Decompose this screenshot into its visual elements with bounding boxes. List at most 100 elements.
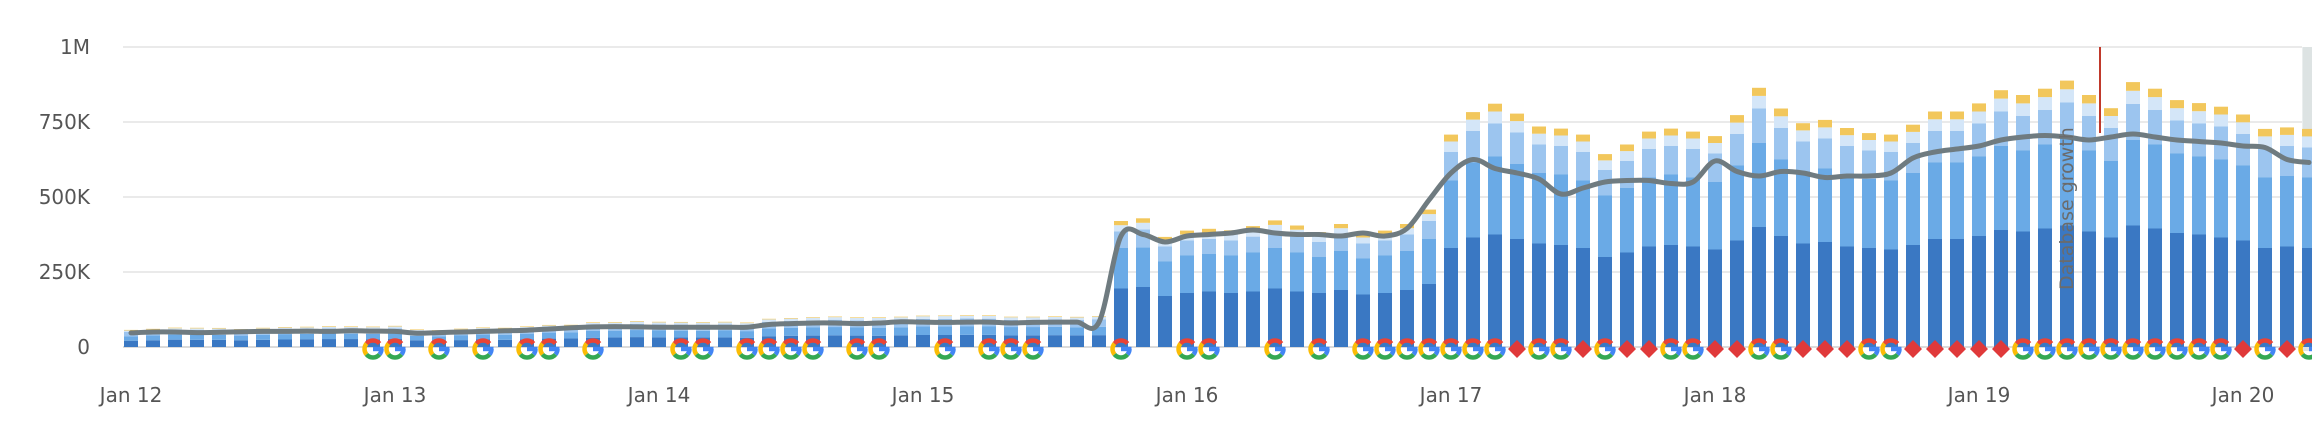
bar-segment [124, 341, 138, 347]
bar-segment [1004, 327, 1018, 335]
bar-segment [960, 326, 974, 335]
bar-segment [2192, 111, 2206, 123]
bar-segment [718, 322, 732, 323]
x-tick-label: Jan 13 [362, 383, 427, 407]
bar-segment [234, 336, 248, 341]
bar-segment [1752, 109, 1766, 144]
bar-segment [2170, 108, 2184, 120]
bar-segment [1664, 146, 1678, 175]
bar-segment [1136, 223, 1150, 230]
bar-segment [1774, 236, 1788, 347]
bar-segment [1136, 247, 1150, 287]
bar-segment [542, 325, 556, 326]
bar-segment [1532, 127, 1546, 134]
bar-segment [872, 318, 886, 321]
bar-segment [2258, 178, 2272, 249]
bar-segment [212, 335, 226, 340]
bar-segment [1510, 114, 1524, 122]
bar-segment [2082, 151, 2096, 232]
bar-segment [916, 335, 930, 347]
bar-segment [960, 316, 974, 319]
bar-segment [1202, 254, 1216, 292]
bar-segment [586, 322, 600, 323]
bar-segment [2280, 176, 2294, 247]
bar-segment [1818, 242, 1832, 347]
bar-segment [1994, 90, 2008, 98]
y-tick-label: 750K [39, 110, 91, 134]
bar-segment [1774, 128, 1788, 160]
bar-segment [1070, 335, 1084, 347]
bar-segment [1290, 236, 1304, 253]
bar-segment [1312, 242, 1326, 257]
bar-segment [1884, 181, 1898, 250]
bar-segment [2104, 128, 2118, 161]
bar-segment [2192, 103, 2206, 111]
bar-segment [1004, 317, 1018, 320]
bar-segment [608, 331, 622, 338]
bar-segment [190, 328, 204, 330]
bar-segment [1752, 227, 1766, 347]
bar-segment [1048, 335, 1062, 347]
bar-segment [740, 331, 754, 338]
bar-segment [1114, 221, 1128, 225]
bar-segment [1752, 88, 1766, 96]
bar-segment [1972, 124, 1986, 157]
bar-segment [1928, 119, 1942, 131]
bar-segment [872, 317, 886, 318]
bar-segment [1114, 289, 1128, 348]
bar-segment [630, 337, 644, 347]
bar-segment [674, 322, 688, 323]
bar-segment [982, 315, 996, 316]
bar-segment [388, 326, 402, 327]
bar-segment [168, 328, 182, 329]
bar-segment [1730, 241, 1744, 348]
bar-segment [1730, 115, 1744, 123]
bar-segment [1620, 188, 1634, 253]
bar-segment [2082, 103, 2096, 116]
bar-segment [1554, 175, 1568, 246]
bar-segment [718, 337, 732, 347]
bar-segment [2170, 233, 2184, 347]
bar-segment [146, 340, 160, 347]
bar-segment [2214, 160, 2228, 238]
bar-segment [1356, 259, 1370, 295]
bar-segment [1554, 146, 1568, 175]
bar-segment [1840, 176, 1854, 247]
bar-segment [542, 333, 556, 339]
bar-segment [850, 317, 864, 318]
bar-segment [2082, 232, 2096, 348]
bar-segment [1708, 136, 1722, 143]
bar-segment [1026, 327, 1040, 335]
bar-segment [1488, 104, 1502, 112]
bar-segment [652, 337, 666, 347]
bar-segment [2192, 235, 2206, 348]
bar-segment [2038, 145, 2052, 229]
bar-segment [1972, 157, 1986, 237]
bar-segment [2280, 247, 2294, 348]
bar-segment [1422, 214, 1436, 221]
bar-segment [2038, 110, 2052, 145]
bar-segment [718, 331, 732, 338]
bar-segment [1092, 335, 1106, 347]
bar-segment [2192, 157, 2206, 235]
bar-segment [322, 326, 336, 327]
bar-segment [1598, 257, 1612, 347]
x-tick-label: Jan 19 [1946, 383, 2011, 407]
bar-segment [1686, 132, 1700, 139]
bar-segment [344, 334, 358, 339]
bar-segment [2104, 108, 2118, 116]
bar-segment [1928, 163, 1942, 240]
bar-segment [2236, 241, 2250, 348]
bar-segment [1598, 160, 1612, 170]
bar-segment [2302, 248, 2312, 347]
bar-segment [1730, 123, 1744, 134]
bar-segment [2104, 238, 2118, 348]
bar-segment [256, 328, 270, 329]
x-tick-label: Jan 16 [1154, 383, 1219, 407]
bar-segment [1708, 250, 1722, 348]
bar-segment [652, 331, 666, 338]
bar-segment [1752, 96, 1766, 109]
bar-segment [2016, 95, 2030, 103]
bar-segment [2148, 89, 2162, 97]
